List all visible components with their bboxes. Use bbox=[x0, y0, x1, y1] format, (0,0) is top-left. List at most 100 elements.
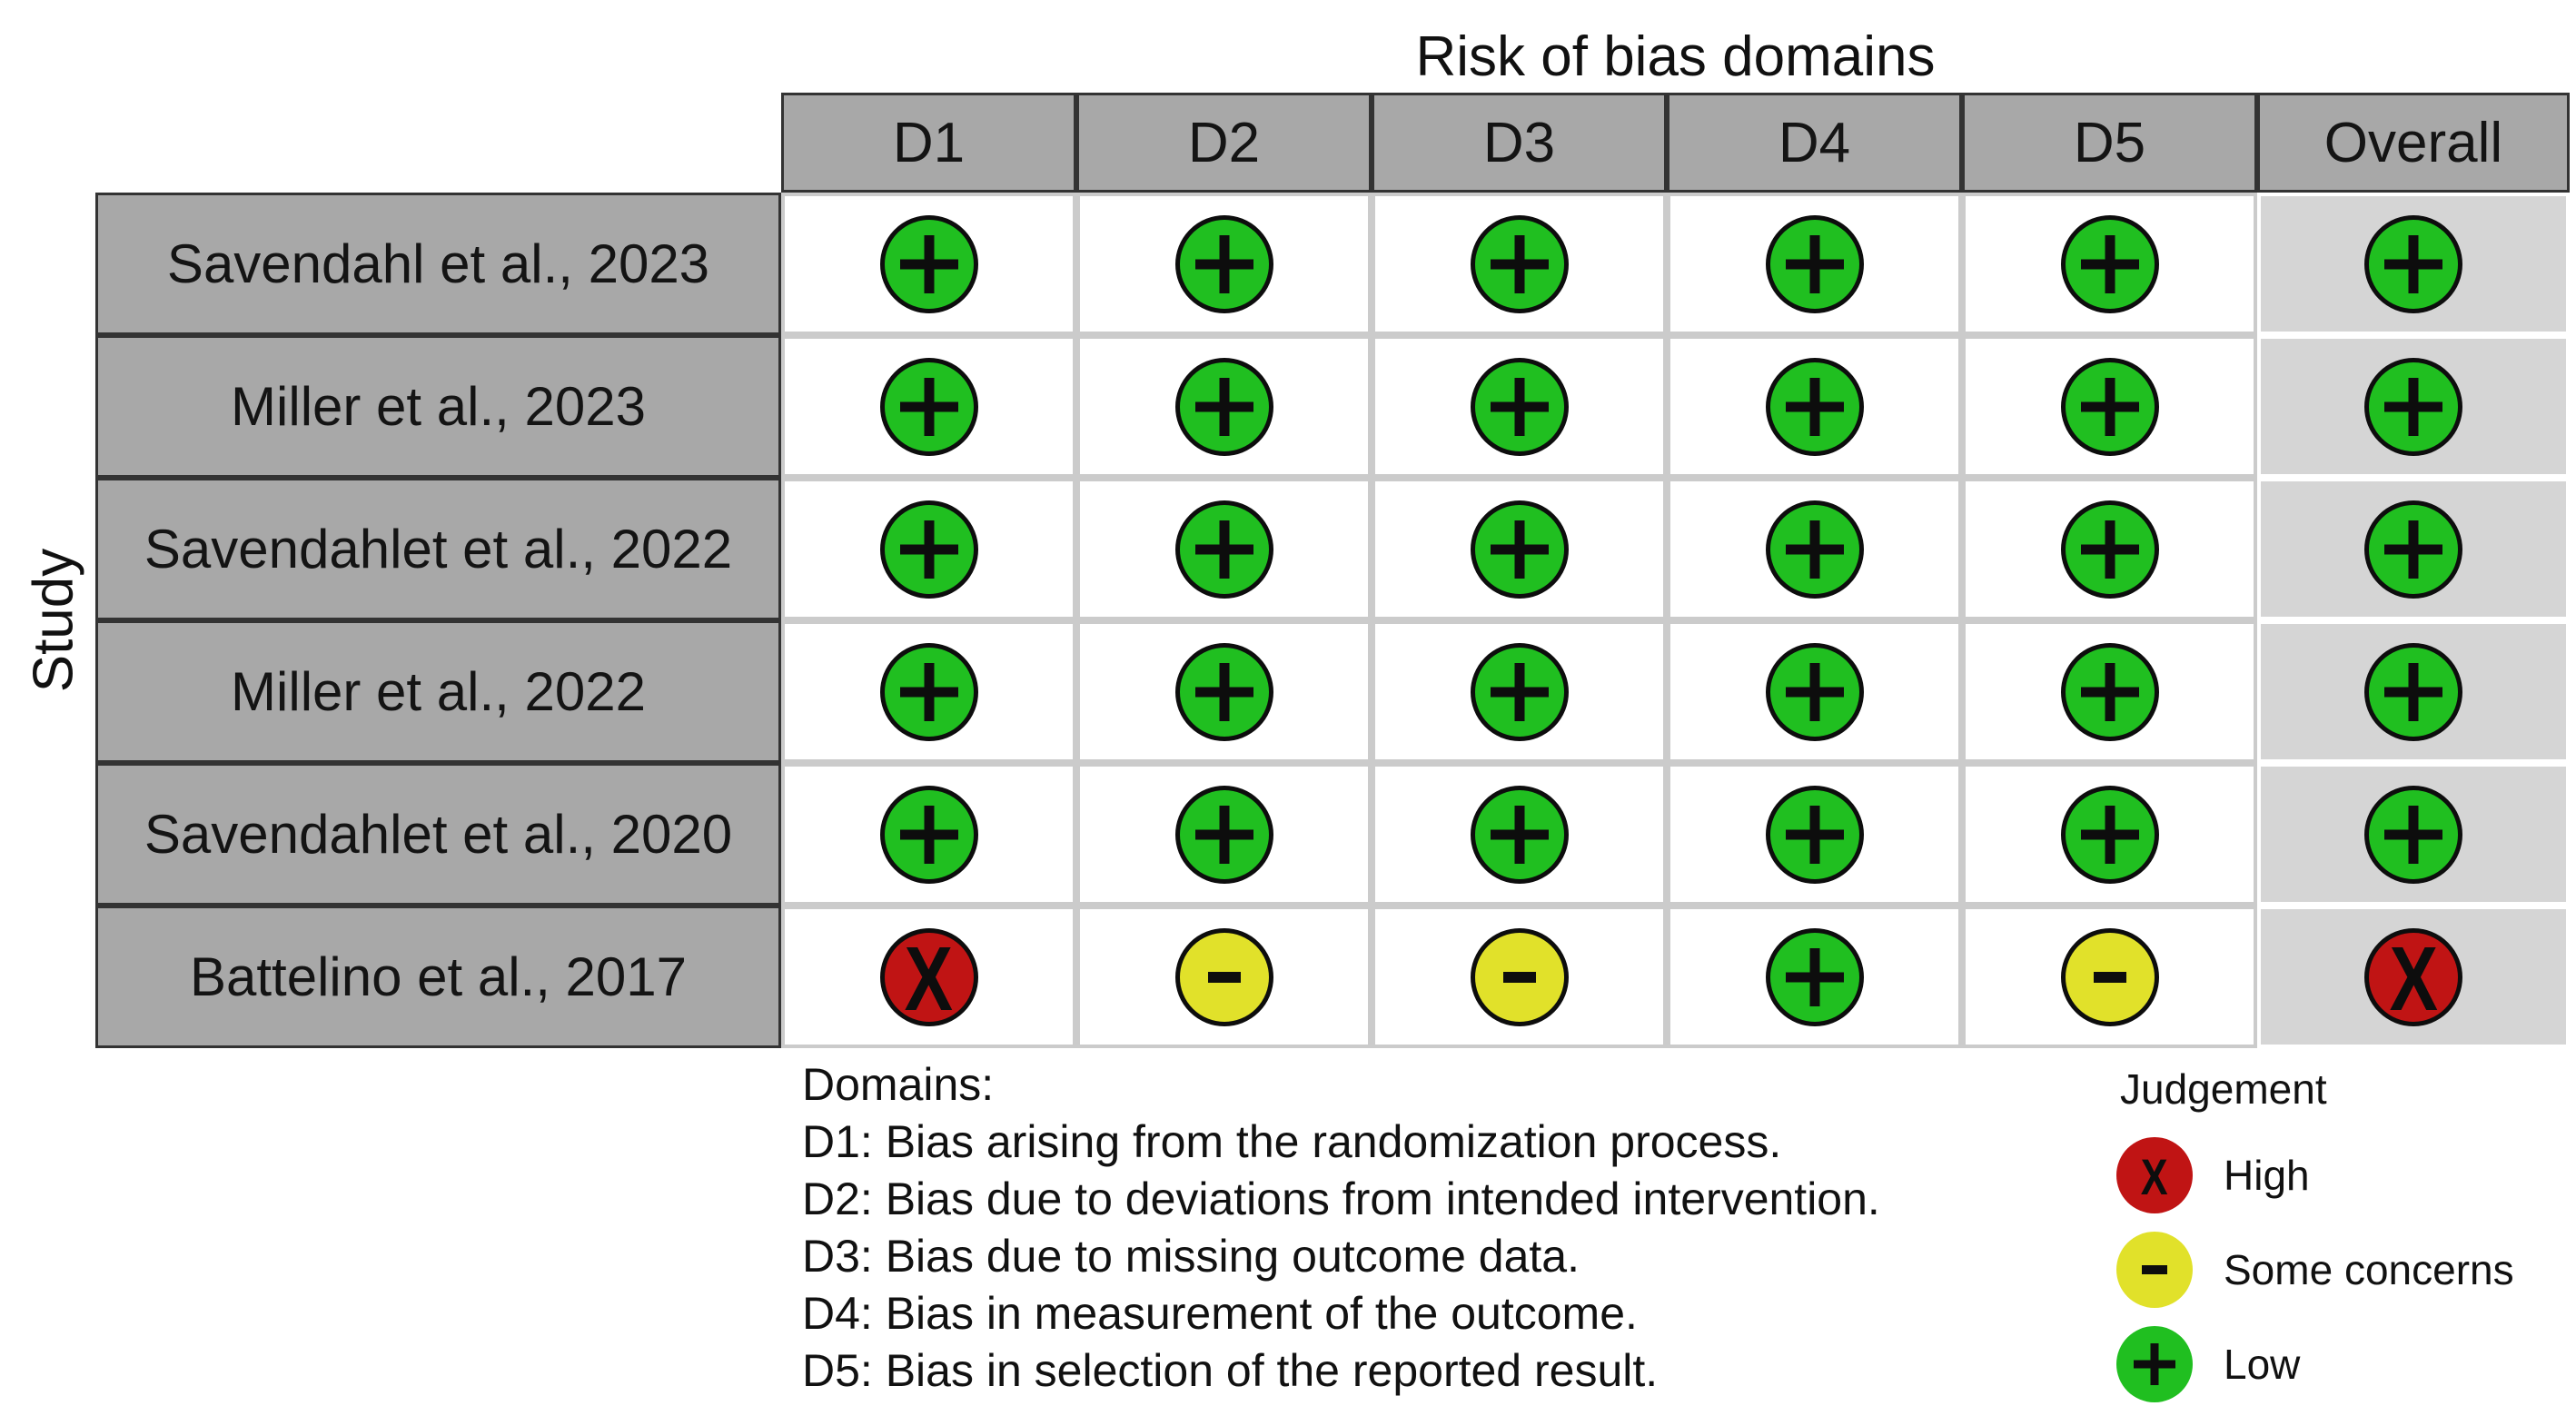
judgement-symbol bbox=[1786, 235, 1844, 293]
judgement-symbol bbox=[900, 520, 958, 579]
judgement-symbol bbox=[900, 663, 958, 721]
some-concerns-icon bbox=[2116, 1232, 2193, 1308]
judgement-circle bbox=[2060, 927, 2159, 1026]
judgement-cell-low bbox=[1667, 763, 1962, 906]
judgement-symbol bbox=[1195, 806, 1253, 864]
judgement-circle bbox=[1174, 927, 1273, 1026]
judgement-symbol bbox=[1195, 378, 1253, 436]
judgement-circle bbox=[879, 357, 978, 456]
judgement-cell-low bbox=[781, 763, 1076, 906]
judgement-cell-high: X bbox=[781, 906, 1076, 1048]
judgement-symbol bbox=[2081, 378, 2139, 436]
judgement-cell-low bbox=[1076, 335, 1372, 478]
judgement-symbol bbox=[2134, 1343, 2175, 1385]
judgement-circle bbox=[2060, 214, 2159, 313]
judgement-symbol: X bbox=[904, 927, 954, 1030]
judgement-symbol bbox=[2384, 520, 2442, 579]
judgement-circle bbox=[2060, 785, 2159, 884]
judgement-cell-low bbox=[1076, 193, 1372, 335]
judgement-cell-low bbox=[1372, 620, 1667, 763]
judgement-cell-low bbox=[781, 193, 1076, 335]
study-label: Miller et al., 2022 bbox=[95, 620, 781, 763]
judgement-symbol bbox=[2093, 971, 2126, 983]
judgement-circle: X bbox=[879, 927, 978, 1030]
judgement-legend: Judgement X High Some concerns Low bbox=[2116, 1064, 2514, 1411]
judgement-cell-some_concerns bbox=[1076, 906, 1372, 1048]
judgement-circle bbox=[1765, 500, 1864, 599]
judgement-circle bbox=[2364, 357, 2462, 456]
judgement-cell-low bbox=[1372, 193, 1667, 335]
domains-note-line: D2: Bias due to deviations from intended… bbox=[802, 1173, 1880, 1224]
column-header-d3: D3 bbox=[1372, 93, 1667, 193]
judgement-symbol bbox=[1502, 971, 1536, 983]
judgement-circle bbox=[1174, 500, 1273, 599]
column-header-d4: D4 bbox=[1667, 93, 1962, 193]
judgement-symbol bbox=[1786, 663, 1844, 721]
column-header-d2: D2 bbox=[1076, 93, 1372, 193]
legend-item-low: Low bbox=[2116, 1317, 2514, 1411]
judgement-circle bbox=[1470, 642, 1569, 741]
corner-cell bbox=[95, 93, 781, 193]
study-label: Miller et al., 2023 bbox=[95, 335, 781, 478]
judgement-cell-low bbox=[781, 335, 1076, 478]
legend-item-label: Some concerns bbox=[2224, 1246, 2514, 1293]
judgement-circle bbox=[1765, 927, 1864, 1026]
judgement-symbol bbox=[1786, 806, 1844, 864]
judgement-cell-low bbox=[1667, 335, 1962, 478]
judgement-symbol bbox=[2081, 235, 2139, 293]
judgement-symbol bbox=[2384, 663, 2442, 721]
judgement-cell-low bbox=[1962, 335, 2257, 478]
judgement-circle bbox=[1765, 214, 1864, 313]
judgement-symbol: X bbox=[2141, 1148, 2168, 1205]
judgement-symbol bbox=[1195, 235, 1253, 293]
judgement-cell-low bbox=[1076, 763, 1372, 906]
judgement-symbol bbox=[1786, 948, 1844, 1006]
judgement-cell-low bbox=[2257, 620, 2570, 763]
column-header-d5: D5 bbox=[1962, 93, 2257, 193]
legend-item-label: High bbox=[2224, 1152, 2310, 1199]
judgement-cell-low bbox=[1962, 193, 2257, 335]
judgement-circle bbox=[1470, 214, 1569, 313]
judgement-cell-low bbox=[2257, 478, 2570, 620]
judgement-symbol bbox=[1491, 663, 1549, 721]
judgement-circle bbox=[1470, 785, 1569, 884]
judgement-cell-low bbox=[1667, 478, 1962, 620]
domains-note-heading: Domains: bbox=[802, 1059, 995, 1110]
judgement-symbol bbox=[2142, 1265, 2167, 1274]
judgement-cell-low bbox=[1667, 906, 1962, 1048]
judgement-circle bbox=[1174, 357, 1273, 456]
judgement-circle bbox=[2364, 785, 2462, 884]
judgement-circle bbox=[2364, 642, 2462, 741]
judgement-circle bbox=[1765, 785, 1864, 884]
judgement-cell-low bbox=[1372, 478, 1667, 620]
judgement-circle bbox=[1174, 785, 1273, 884]
judgement-symbol bbox=[2081, 663, 2139, 721]
judgement-circle bbox=[1765, 357, 1864, 456]
judgement-cell-low bbox=[2257, 335, 2570, 478]
judgement-circle bbox=[2364, 500, 2462, 599]
judgement-cell-low bbox=[781, 478, 1076, 620]
judgement-cell-low bbox=[2257, 763, 2570, 906]
study-label: Savendahlet et al., 2022 bbox=[95, 478, 781, 620]
judgement-circle bbox=[2060, 500, 2159, 599]
study-label: Savendahl et al., 2023 bbox=[95, 193, 781, 335]
judgement-circle bbox=[879, 642, 978, 741]
judgement-symbol bbox=[1491, 235, 1549, 293]
judgement-cell-low bbox=[2257, 193, 2570, 335]
study-label: Savendahlet et al., 2020 bbox=[95, 763, 781, 906]
judgement-symbol bbox=[1491, 806, 1549, 864]
judgement-symbol bbox=[900, 378, 958, 436]
judgement-cell-low bbox=[1076, 620, 1372, 763]
judgement-symbol bbox=[1207, 971, 1241, 983]
judgement-symbol bbox=[2384, 235, 2442, 293]
judgement-symbol bbox=[1491, 520, 1549, 579]
judgement-cell-low bbox=[1372, 335, 1667, 478]
legend-item-label: Low bbox=[2224, 1341, 2301, 1388]
judgement-symbol bbox=[900, 235, 958, 293]
legend-item-high: X High bbox=[2116, 1128, 2514, 1223]
judgement-symbol bbox=[1195, 520, 1253, 579]
judgement-cell-some_concerns bbox=[1962, 906, 2257, 1048]
judgement-symbol bbox=[2384, 806, 2442, 864]
judgement-cell-low bbox=[1372, 763, 1667, 906]
judgement-symbol bbox=[2081, 806, 2139, 864]
